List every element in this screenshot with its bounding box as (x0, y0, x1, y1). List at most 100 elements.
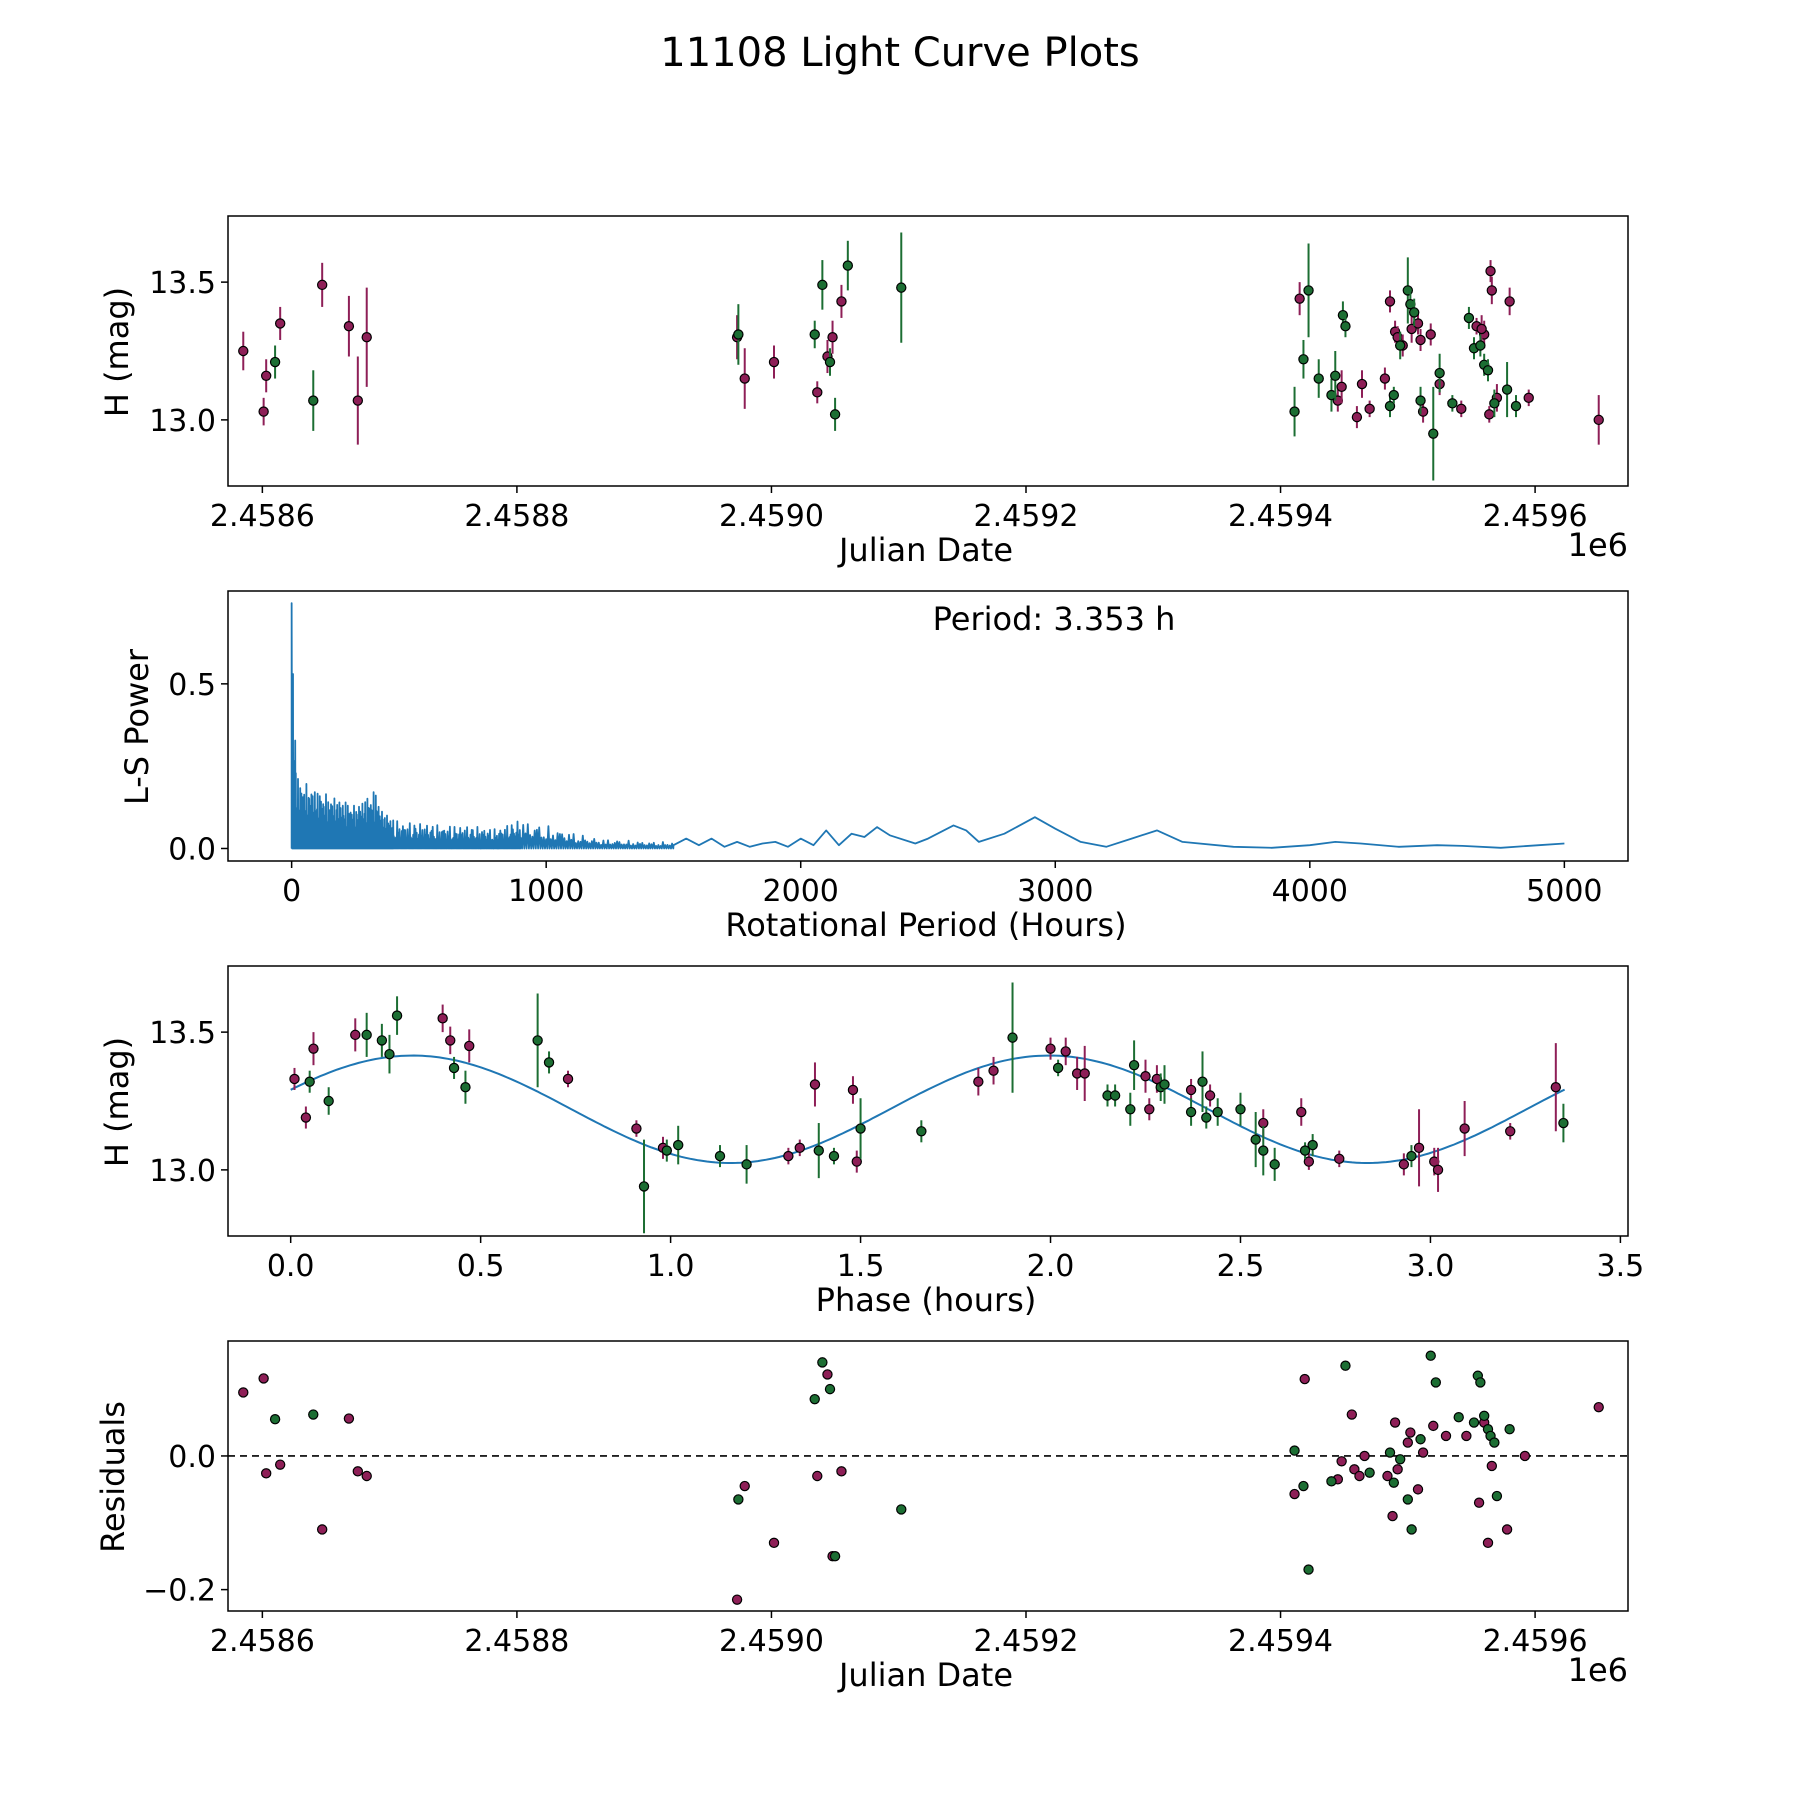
phased-ytick-label: 13.0 (149, 1154, 216, 1189)
periodogram-xlabel: Rotational Period (Hours) (725, 906, 1126, 944)
residuals-point (731, 1594, 743, 1605)
phased-point (661, 1145, 673, 1156)
phased-point (1140, 1071, 1151, 1082)
periodogram-xtick-label: 5000 (1526, 874, 1602, 909)
lightcurve-point (1384, 400, 1396, 412)
phased-point (855, 1123, 866, 1134)
residuals-point (260, 1468, 272, 1479)
phased-point (1406, 1150, 1417, 1162)
residuals-point (1346, 1409, 1358, 1420)
phased-point (1459, 1123, 1470, 1134)
phased-ytick-label: 13.5 (149, 1016, 216, 1051)
periodogram-power-line (290, 602, 1565, 850)
phased-point (304, 1076, 315, 1087)
residuals-point (809, 1393, 820, 1405)
lightcurve-point (1463, 312, 1475, 324)
residuals-xtick-label: 2.4590 (719, 1624, 824, 1659)
lightcurve-point (1294, 293, 1305, 304)
phased-panel: H (mag) Phase (hours) 0.0 0.5 1.0 1.5 2.0 2.5… (98, 965, 1645, 1319)
residuals-point (829, 1550, 841, 1562)
lightcurve-point (308, 395, 319, 406)
phased-point (391, 1010, 403, 1021)
lightcurve-point (809, 329, 820, 340)
periodogram-panel: L-S Power Rotational Period (Hours) Peri… (118, 590, 1629, 944)
lightcurve-point (842, 260, 854, 271)
phased-fit-curve (290, 1054, 1566, 1164)
phased-point (1060, 1046, 1071, 1057)
phased-point (1109, 1090, 1121, 1101)
residuals-ylabel: Residuals (94, 1401, 132, 1553)
residuals-point (343, 1413, 355, 1424)
residuals-point (1402, 1494, 1414, 1505)
phased-xtick-label: 3.5 (1597, 1249, 1645, 1284)
phased-point (1250, 1134, 1261, 1145)
residuals-point (896, 1504, 907, 1515)
lightcurve-point (1489, 398, 1500, 409)
periodogram-xtick-label: 1000 (508, 874, 584, 909)
lightcurve-xtick-label: 2.4596 (1483, 499, 1588, 534)
residuals-point (1394, 1454, 1406, 1465)
phased-point (813, 1145, 824, 1156)
phased-point (384, 1048, 395, 1060)
lightcurve-point (1425, 329, 1436, 340)
residuals-point (739, 1480, 750, 1492)
residuals-point (817, 1357, 828, 1368)
residuals-point (1475, 1377, 1486, 1388)
lightcurve-point (1289, 406, 1300, 417)
phased-point (1413, 1142, 1425, 1154)
phased-point (350, 1029, 361, 1041)
residuals-point (822, 1369, 833, 1380)
phased-point (376, 1035, 388, 1046)
residuals-point (1384, 1447, 1396, 1458)
phased-xtick-label: 0.0 (267, 1249, 315, 1284)
residuals-point (1519, 1450, 1531, 1462)
lightcurve-point (260, 370, 272, 381)
phased-point (1296, 1106, 1307, 1118)
lightcurve-point (1501, 384, 1513, 395)
residuals-point (1298, 1480, 1309, 1492)
phased-point (1045, 1043, 1056, 1054)
lightcurve-point (812, 387, 823, 398)
residuals-point (1392, 1464, 1403, 1475)
phased-point (300, 1112, 312, 1123)
phased-point (1334, 1153, 1345, 1165)
residuals-xtick-label: 2.4588 (464, 1624, 569, 1659)
residuals-xtick-label: 2.4596 (1483, 1624, 1588, 1659)
lightcurve-point (1504, 296, 1515, 307)
lightcurve-xtick-label: 2.4594 (1228, 499, 1333, 534)
residuals-point (1289, 1488, 1300, 1500)
lightcurve-point (739, 373, 750, 384)
phased-point (1505, 1126, 1516, 1137)
lightcurve-point (274, 318, 286, 329)
residuals-point (1387, 1510, 1398, 1522)
residuals-point (1461, 1430, 1472, 1442)
phased-point (1144, 1104, 1155, 1115)
residuals-point (1389, 1417, 1401, 1428)
phased-point (809, 1079, 821, 1090)
lightcurve-point (768, 356, 780, 368)
residuals-point (1473, 1497, 1485, 1508)
lightcurve-point (1415, 395, 1426, 406)
residuals-point (1453, 1411, 1464, 1423)
phased-point (1159, 1079, 1170, 1090)
phased-point (783, 1150, 794, 1162)
phased-point (1550, 1082, 1562, 1093)
phased-point (448, 1062, 460, 1074)
lightcurve-offset-text: 1e6 (1568, 526, 1628, 564)
lightcurve-point (1482, 365, 1494, 376)
phased-point (1558, 1117, 1569, 1129)
residuals-xtick-label: 2.4586 (210, 1624, 315, 1659)
phased-point (1212, 1106, 1223, 1118)
lightcurve-point (1336, 381, 1347, 393)
lightcurve-point (316, 279, 328, 291)
phased-point (437, 1013, 448, 1024)
lightcurve-point (1510, 400, 1522, 412)
lightcurve-point (824, 356, 836, 368)
residuals-point (768, 1537, 780, 1549)
lightcurve-point (269, 356, 281, 368)
periodogram-ylabel: L-S Power (118, 648, 156, 805)
residuals-point (1417, 1447, 1429, 1458)
residuals-ytick-label: 0.0 (168, 1440, 216, 1475)
residuals-point (1406, 1524, 1417, 1535)
lightcurve-ytick-label: 13.5 (149, 266, 216, 301)
